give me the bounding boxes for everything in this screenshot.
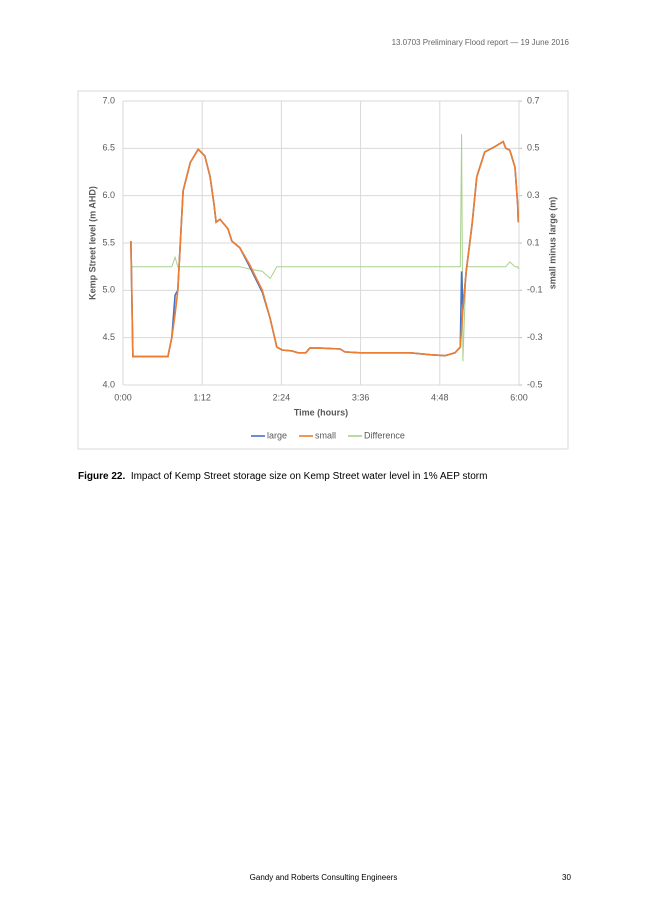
y-tick-label: 4.0	[102, 379, 115, 389]
x-tick-label: 1:12	[193, 392, 211, 402]
series-line	[130, 134, 519, 362]
page-number: 30	[562, 873, 571, 882]
y-tick-label: 6.0	[102, 190, 115, 200]
chart-frame	[77, 90, 569, 450]
y-axis-title: Kemp Street level (m AHD)	[87, 186, 97, 300]
caption-text: Impact of Kemp Street storage size on Ke…	[130, 471, 488, 482]
x-tick-label: 6:00	[510, 392, 528, 402]
x-axis-title: Time (hours)	[294, 407, 348, 417]
header: 13.0703 Preliminary Flood report — 19 Ju…	[391, 38, 569, 47]
chart: Time (hours) Kemp Street level (m AHD) s…	[77, 90, 569, 450]
y2-tick-label: -0.3	[527, 332, 543, 342]
legend-label: small	[315, 430, 336, 440]
y2-tick-label: -0.5	[527, 379, 543, 389]
legend-label: large	[267, 430, 287, 440]
series-line	[130, 140, 520, 358]
x-tick-label: 4:48	[431, 392, 449, 402]
y-tick-label: 7.0	[102, 95, 115, 105]
x-tick-label: 2:24	[273, 392, 291, 402]
legend-label: Difference	[364, 430, 405, 440]
footer: Gandy and Roberts Consulting Engineers	[249, 873, 398, 882]
x-tick-label: 3:36	[352, 392, 370, 402]
y2-tick-label: 0.3	[527, 190, 540, 200]
y2-tick-label: 0.1	[527, 237, 540, 247]
caption-label: Figure 22.	[78, 471, 126, 482]
y-tick-label: 4.5	[102, 332, 115, 342]
y-tick-label: 6.5	[102, 143, 115, 153]
y2-axis-title: small minus large (m)	[547, 197, 557, 290]
x-tick-label: 0:00	[114, 392, 132, 402]
y2-tick-label: 0.5	[527, 143, 540, 153]
y-tick-label: 5.0	[102, 285, 115, 295]
caption: Figure 22. Impact of Kemp Street storage…	[78, 471, 487, 482]
y-tick-label: 5.5	[102, 237, 115, 247]
y2-tick-label: 0.7	[527, 95, 540, 105]
y2-tick-label: -0.1	[527, 285, 543, 295]
